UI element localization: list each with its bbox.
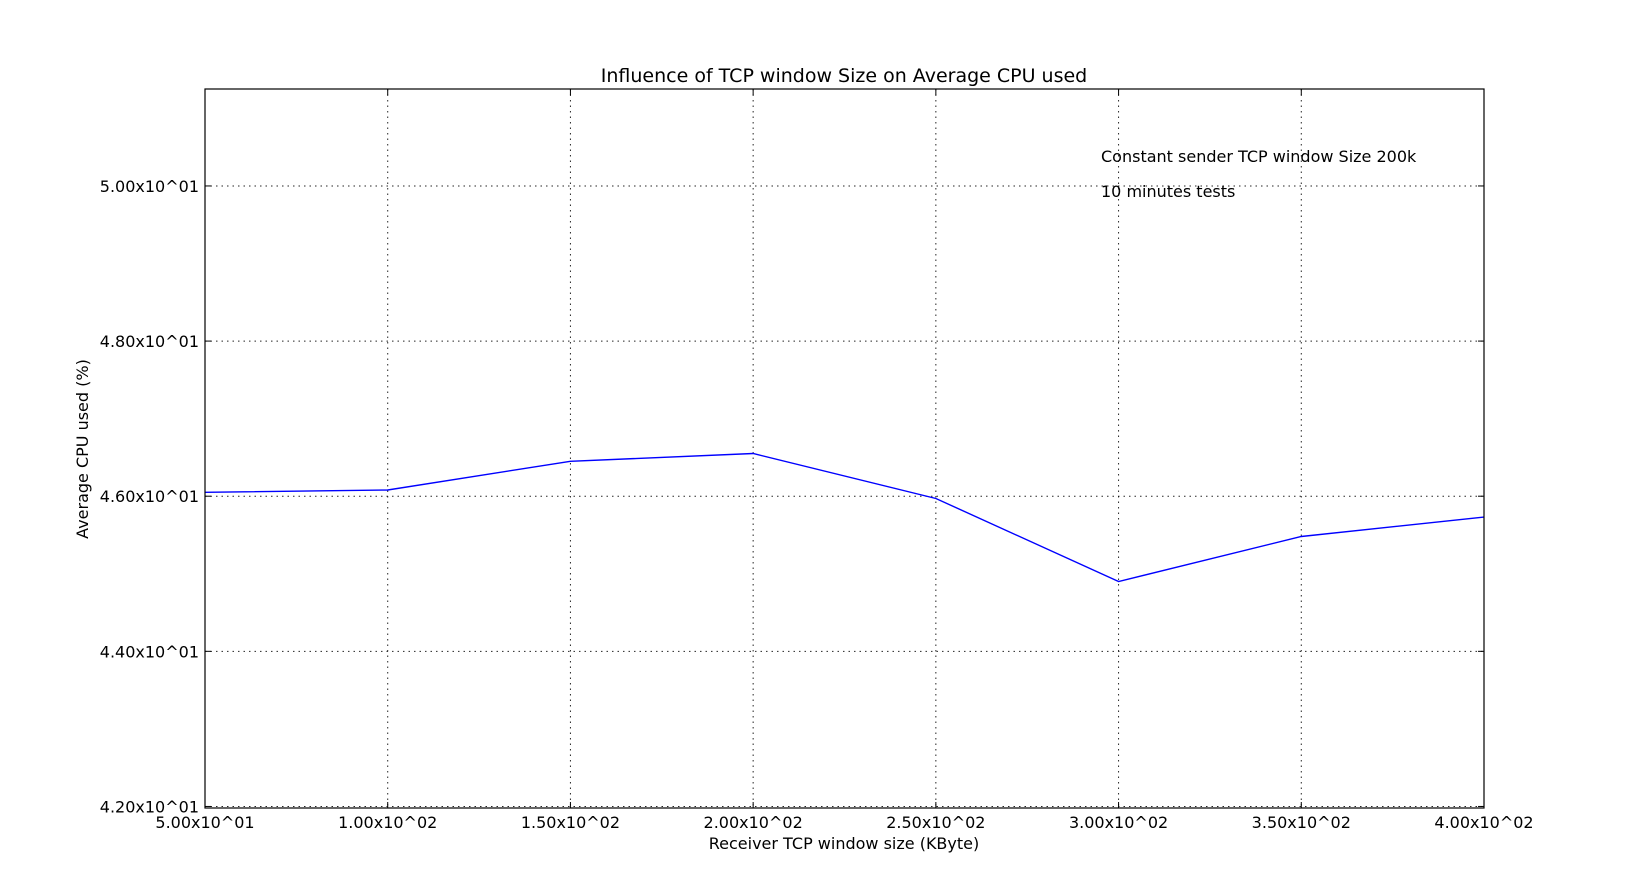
y-tick-label: 5.00x10^01 bbox=[100, 177, 199, 196]
y-tick-label: 4.20x10^01 bbox=[100, 797, 199, 816]
y-tick-label: 4.80x10^01 bbox=[100, 332, 199, 351]
x-tick-label: 2.00x10^02 bbox=[704, 813, 803, 832]
y-axis-label: Average CPU used (%) bbox=[73, 359, 92, 539]
y-tick-label: 4.60x10^01 bbox=[100, 487, 199, 506]
x-tick-label: 4.00x10^02 bbox=[1434, 813, 1533, 832]
annotation-test-duration: 10 minutes tests bbox=[1101, 182, 1235, 201]
plot-frame bbox=[204, 88, 1485, 809]
y-tick-label: 4.40x10^01 bbox=[100, 642, 199, 661]
x-tick-label: 3.00x10^02 bbox=[1069, 813, 1168, 832]
chart-title: Influence of TCP window Size on Average … bbox=[601, 65, 1087, 87]
series-layer bbox=[204, 452, 1485, 583]
x-tick-label: 2.50x10^02 bbox=[886, 813, 985, 832]
series-line bbox=[204, 452, 1485, 583]
grid-lines bbox=[204, 89, 1485, 808]
x-tick-label: 1.50x10^02 bbox=[521, 813, 620, 832]
x-tick-label: 3.50x10^02 bbox=[1252, 813, 1351, 832]
x-tick-label: 1.00x10^02 bbox=[338, 813, 437, 832]
axis-ticks: 5.00x10^01 1.00x10^02 1.50x10^02 2.00x10^02… bbox=[100, 89, 1534, 832]
annotation-sender-window: Constant sender TCP window Size 200k bbox=[1101, 147, 1417, 166]
x-axis-label: Receiver TCP window size (KByte) bbox=[709, 834, 979, 853]
x-tick-label: 5.00x10^01 bbox=[155, 813, 254, 832]
